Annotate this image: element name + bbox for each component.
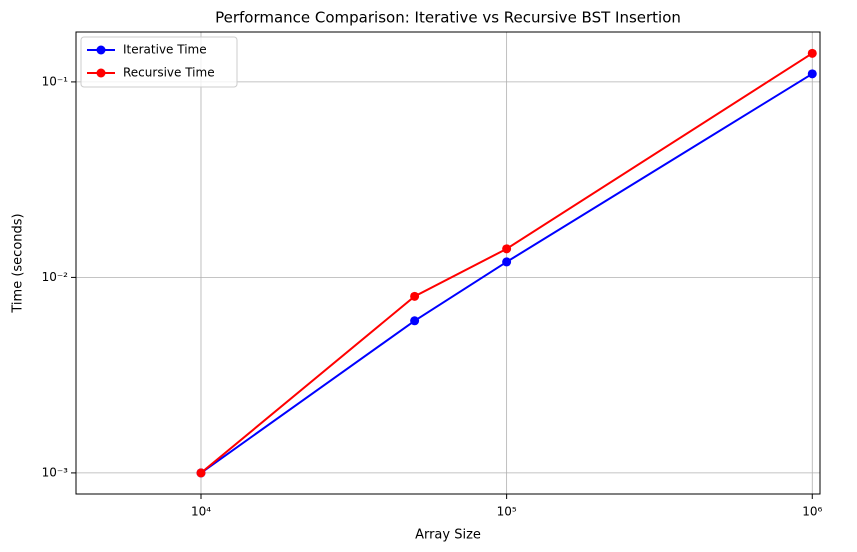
y-axis-label: Time (seconds) (11, 213, 26, 313)
x-axis-label: Array Size (415, 528, 481, 543)
y-tick-label: 10⁻³ (42, 465, 69, 479)
series-line (200, 72, 813, 474)
x-tick-label: 10⁶ (802, 505, 822, 519)
y-tick-label: 10⁻² (42, 270, 69, 284)
x-tick-label: 10⁵ (497, 505, 517, 519)
legend-label: Iterative Time (123, 43, 207, 57)
series-line (200, 52, 813, 474)
legend-marker (96, 68, 106, 78)
data-point (502, 244, 512, 254)
data-point (502, 257, 512, 267)
x-tick-label: 10⁴ (191, 505, 211, 519)
data-point (807, 48, 817, 58)
plot-frame (75, 31, 821, 495)
data-point (196, 468, 206, 478)
data-point (410, 291, 420, 301)
legend-label: Recursive Time (123, 66, 215, 80)
chart-title: Performance Comparison: Iterative vs Rec… (215, 9, 681, 27)
data-point (410, 316, 420, 326)
legend-marker (96, 45, 106, 55)
y-tick-label: 10⁻¹ (42, 74, 69, 88)
legend-box (80, 36, 238, 88)
data-point (807, 69, 817, 79)
